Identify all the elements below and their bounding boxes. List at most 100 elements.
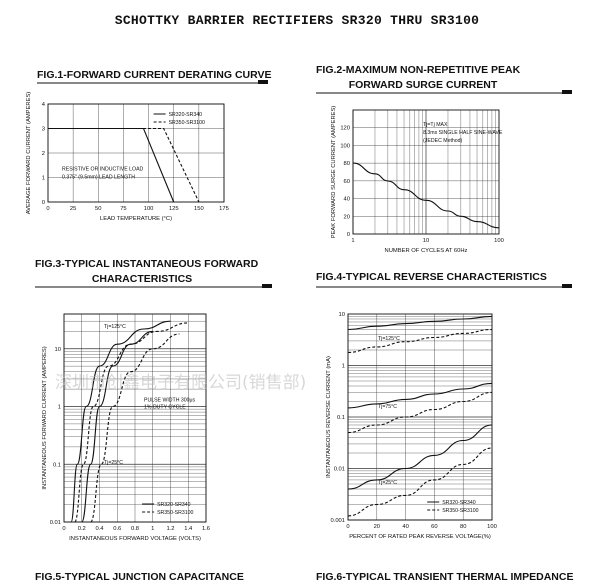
fig4-xtick-label: 100	[487, 524, 497, 530]
fig1-title: FIG.1-FORWARD CURRENT DERATING CURVE	[37, 69, 272, 81]
fig3-plot-frame	[63, 313, 207, 523]
fig4-grid	[347, 314, 493, 521]
fig4-ytick-label: 10	[339, 312, 345, 318]
fig4-series-4-line	[347, 391, 493, 434]
fig4-title-rule-end	[562, 284, 572, 288]
fig2-plot-frame	[352, 109, 500, 235]
fig4-chart: 0 20 40 60 80 100 0.001 0.01 0.1 1 10 PERCENT OF RA…	[326, 312, 497, 540]
fig2-annotation: (JEDEC Method)	[423, 138, 462, 144]
fig4-xtick-label: 20	[374, 524, 380, 530]
fig4-series-3-line	[347, 382, 493, 409]
fig3-ylabel: INSTANTANEOUS FORWARD CURRENT (AMPERES)	[42, 346, 48, 489]
fig4-annotation: Tj=25°C	[378, 480, 397, 486]
fig2-ytick-label: 20	[344, 214, 350, 220]
fig1-plot-frame	[47, 103, 225, 203]
fig3-grid	[63, 313, 207, 523]
fig3-annotation: Tj=125°C	[104, 324, 126, 330]
fig4-ytick-label: 0.001	[330, 518, 345, 524]
fig2-grid	[352, 110, 499, 235]
fig3-xtick-label: 0.4	[95, 526, 104, 532]
fig4-ylabel: INSTANTANEOUS REVERSE CURRENT (mA)	[326, 356, 332, 478]
fig1-ytick-label: 1	[42, 176, 45, 182]
fig1-xtick-label: 175	[219, 206, 229, 212]
fig3-xtick-label: 1.4	[184, 526, 193, 532]
fig1-xtick-label: 75	[120, 206, 126, 212]
fig3-legend-label: SR320-SR340	[157, 502, 191, 508]
fig2-title-line1: FIG.2-MAXIMUM NON-REPETITIVE PEAK	[316, 64, 521, 76]
fig2-ytick-label: 60	[344, 179, 350, 185]
fig3-chart: 0 0.2 0.4 0.6 0.8 1 1.2 1.4 1.6 0.01 0.1 1 10 INSTANT…	[42, 313, 210, 542]
fig3-xlabel: INSTANTANEOUS FORWARD VOLTAGE (VOLTS)	[69, 536, 201, 542]
fig4-xtick-label: 60	[431, 524, 437, 530]
fig2-xlabel: NUMBER OF CYCLES AT 60Hz	[385, 248, 468, 254]
fig1-annotation: 0.375" (9.5mm) LEAD LENGTH	[62, 175, 135, 181]
fig3-annotation: 1% DUTY CYCLE	[144, 404, 186, 410]
fig3-legend-label: SR350-SR3100	[157, 510, 193, 516]
fig2-annotation: Tj=Tj MAX	[423, 122, 448, 128]
fig1-grid	[47, 103, 225, 203]
fig1-xtick-label: 150	[194, 206, 204, 212]
fig1-xlabel: LEAD TEMPERATURE (°C)	[100, 216, 172, 222]
fig1-ytick-label: 4	[42, 102, 46, 108]
fig4-legend-label: SR350-SR3100	[442, 508, 478, 514]
fig2-ytick-label: 120	[340, 126, 350, 132]
fig1-ytick-label: 0	[42, 200, 45, 206]
fig4-xtick-label: 80	[460, 524, 466, 530]
fig4-title: FIG.4-TYPICAL REVERSE CHARACTERISTICS	[316, 271, 547, 283]
watermark: 深圳市创鑫电子有限公司(销售部)	[55, 373, 306, 393]
fig3-xtick-label: 0.8	[131, 526, 139, 532]
fig1-series-2-line	[48, 127, 200, 203]
fig3-xtick-label: 1	[151, 526, 154, 532]
fig2-ylabel: PEAK FORWARD SURGE CURRENT (AMPERES)	[331, 106, 337, 239]
fig1-legend-label: SR320-SR340	[169, 112, 203, 118]
fig4-ytick-label: 1	[342, 364, 345, 370]
fig4-ytick-label: 0.1	[337, 415, 345, 421]
fig3-annotation: Tj=25°C	[104, 460, 123, 466]
fig3-ytick-label: 10	[55, 347, 61, 353]
fig3-xtick-label: 0.2	[78, 526, 86, 532]
fig3-annotation: PULSE WIDTH 300μs	[144, 397, 196, 403]
fig1-xtick-label: 0	[46, 206, 49, 212]
fig1-ytick-label: 2	[42, 151, 45, 157]
fig2-annotation: 8.3ms SINGLE HALF SINE-WAVE	[423, 130, 503, 136]
fig4-series-2-line	[347, 328, 493, 353]
fig4-xtick-label: 0	[346, 524, 349, 530]
fig1-ytick-label: 3	[42, 127, 45, 133]
fig1-chart: 0 25 50 75 100 125 150 175 0 1 2 3 4 LEAD TEMPERATURE…	[26, 92, 229, 222]
fig1-title-rule-end	[258, 80, 268, 84]
fig1-xtick-label: 50	[95, 206, 101, 212]
fig4-annotation: Tj=75°C	[378, 404, 397, 410]
fig1-xtick-label: 100	[144, 206, 154, 212]
fig3-xtick-label: 0.6	[113, 526, 121, 532]
fig1-legend-label: SR350-SR3100	[169, 120, 205, 126]
fig3-title-rule-end	[262, 284, 272, 288]
fig3-ytick-label: 1	[58, 405, 61, 411]
fig3-xtick-label: 0	[62, 526, 65, 532]
fig1-ylabel: AVERAGE FORWARD CURRENT (AMPERES)	[26, 92, 32, 215]
fig3-title-line2: CHARACTERISTICS	[92, 273, 192, 285]
fig4-legend-label: SR320-SR340	[442, 500, 476, 506]
fig4-series-5-line	[347, 424, 493, 490]
fig4-plot-frame	[347, 313, 493, 521]
fig2-title-rule-end	[562, 90, 572, 94]
fig4-xtick-label: 40	[402, 524, 408, 530]
fig1-annotation: RESISTIVE OR INDUCTIVE LOAD	[62, 167, 144, 173]
fig1-series-1-line	[48, 127, 175, 203]
fig6-title: FIG.6-TYPICAL TRANSIENT THERMAL IMPEDANC…	[316, 571, 573, 582]
fig2-series-1-line	[352, 162, 500, 229]
fig3-xtick-label: 1.6	[202, 526, 210, 532]
fig4-ytick-label: 0.01	[334, 467, 345, 473]
fig4-xlabel: PERCENT OF RATED PEAK REVERSE VOLTAGE(%)	[349, 534, 491, 540]
fig2-ytick-label: 80	[344, 161, 350, 167]
fig2-ytick-label: 40	[344, 197, 350, 203]
fig2-xtick-label: 1	[351, 238, 354, 244]
fig3-series-4-line	[90, 333, 180, 523]
fig4-annotation: Tj=125°C	[378, 336, 400, 342]
fig1-xtick-label: 125	[169, 206, 179, 212]
fig5-title: FIG.5-TYPICAL JUNCTION CAPACITANCE	[35, 571, 244, 582]
fig3-ytick-label: 0.1	[53, 462, 61, 468]
fig2-xtick-label: 10	[423, 238, 429, 244]
fig2-ytick-label: 100	[340, 143, 350, 149]
